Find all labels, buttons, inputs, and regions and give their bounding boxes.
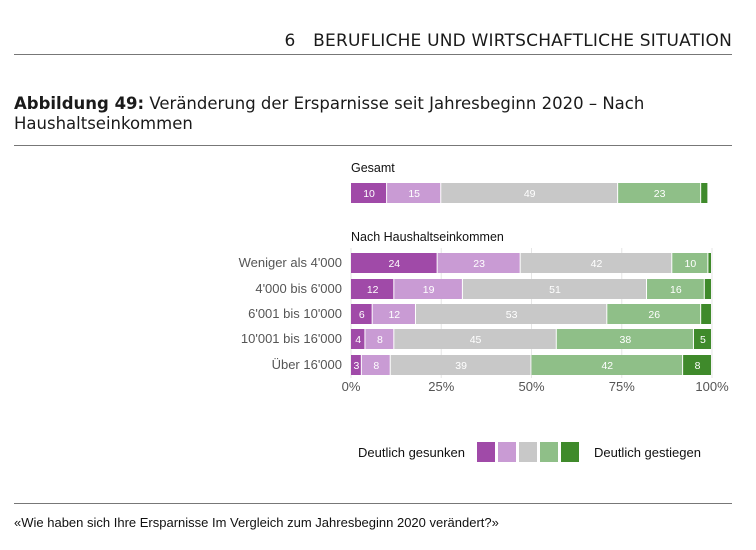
chapter-title: BERUFLICHE UND WIRTSCHAFTLICHE SITUATION [313,31,732,51]
data-label: 26 [648,309,660,321]
data-label: 16 [670,284,682,296]
x-tick-label: 100% [695,379,729,394]
bar-segment [701,304,711,324]
figure-caption: Abbildung 49: Veränderung der Ersparniss… [14,94,714,134]
data-label: 42 [591,258,603,270]
data-label: 6 [359,309,365,321]
bar-segment [672,253,708,273]
bar-segment [394,329,556,349]
data-label: 10 [363,188,375,200]
chapter-number: 6 [284,31,296,51]
data-label: 15 [408,188,420,200]
bar-segment [647,279,704,299]
figure-title: Veränderung der Ersparnisse seit Jahresb… [14,94,645,133]
data-label: 53 [506,309,518,321]
caption-rule [14,145,732,146]
data-label: 12 [367,284,379,296]
group-title: Nach Haushaltseinkommen [351,230,504,244]
data-label: 12 [388,309,400,321]
x-tick-label: 25% [428,379,454,394]
bar-segment [394,279,462,299]
row-label: Über 16'000 [272,357,342,372]
bar-segment [441,183,618,203]
bar-segment [556,329,693,349]
bar-segment [361,355,390,375]
x-tick-label: 75% [609,379,635,394]
legend: Deutlich gesunken Deutlich gestiegen [358,441,701,463]
figure-label: Abbildung 49: [14,94,145,113]
header-rule [14,54,732,55]
bar-segment [708,253,711,273]
bar-segment [607,304,701,324]
bar-segment [693,329,711,349]
chapter-header: 6 BERUFLICHE UND WIRTSCHAFTLICHE SITUATI… [285,31,732,51]
bar-segment [390,355,531,375]
bar-segment [387,183,441,203]
row-label: Weniger als 4'000 [239,255,342,270]
legend-swatch [539,442,558,462]
x-tick-label: 50% [518,379,544,394]
bar-segment [351,329,365,349]
footer-rule [14,503,732,504]
data-label: 42 [601,360,613,372]
row-label: 6'001 bis 10'000 [248,306,342,321]
stacked-bar-chart: Gesamt 10 15 49 23 Nach Haushaltseinkommen Wen… [239,161,729,394]
bar-segment [437,253,520,273]
legend-right-label: Deutlich gestiegen [593,444,701,460]
data-label: 4 [355,334,361,346]
legend-swatch [476,442,495,462]
legend-swatch [497,442,516,462]
bar-segment [415,304,607,324]
row-label: 4'000 bis 6'000 [255,281,342,296]
bar-segment [372,304,415,324]
data-label: 45 [470,334,482,346]
bar-segment [618,183,701,203]
bar-segment [351,355,361,375]
bar-segment [351,253,437,273]
x-tick-label: 0% [342,379,361,394]
data-label: 23 [473,258,485,270]
bar-segment [520,253,672,273]
bar-segment [531,355,683,375]
data-label: 8 [373,360,379,372]
survey-question: «Wie haben sich Ihre Ersparnisse Im Verg… [14,515,499,530]
data-label: 38 [620,334,632,346]
data-label: 8 [695,360,701,372]
bar-segment [701,183,708,203]
data-label: 23 [654,188,666,200]
group-title: Gesamt [351,161,395,175]
bar-segment [351,183,387,203]
data-label: 8 [377,334,383,346]
data-label: 51 [549,284,561,296]
bar-segment [683,355,711,375]
data-label: 19 [423,284,435,296]
bar-segment [704,279,711,299]
data-label: 24 [388,258,400,270]
data-label: 3 [353,360,359,372]
data-label: 5 [700,334,706,346]
bar-segment [351,279,394,299]
legend-swatch [560,442,579,462]
bar-segment [462,279,647,299]
legend-swatch [518,442,537,462]
legend-left-label: Deutlich gesunken [358,444,465,460]
legend-swatches [476,442,582,462]
row-label: 10'001 bis 16'000 [241,331,342,346]
bar-segment [351,304,372,324]
bar-segment [365,329,394,349]
data-label: 49 [524,188,536,200]
data-label: 10 [684,258,696,270]
data-label: 39 [455,360,467,372]
